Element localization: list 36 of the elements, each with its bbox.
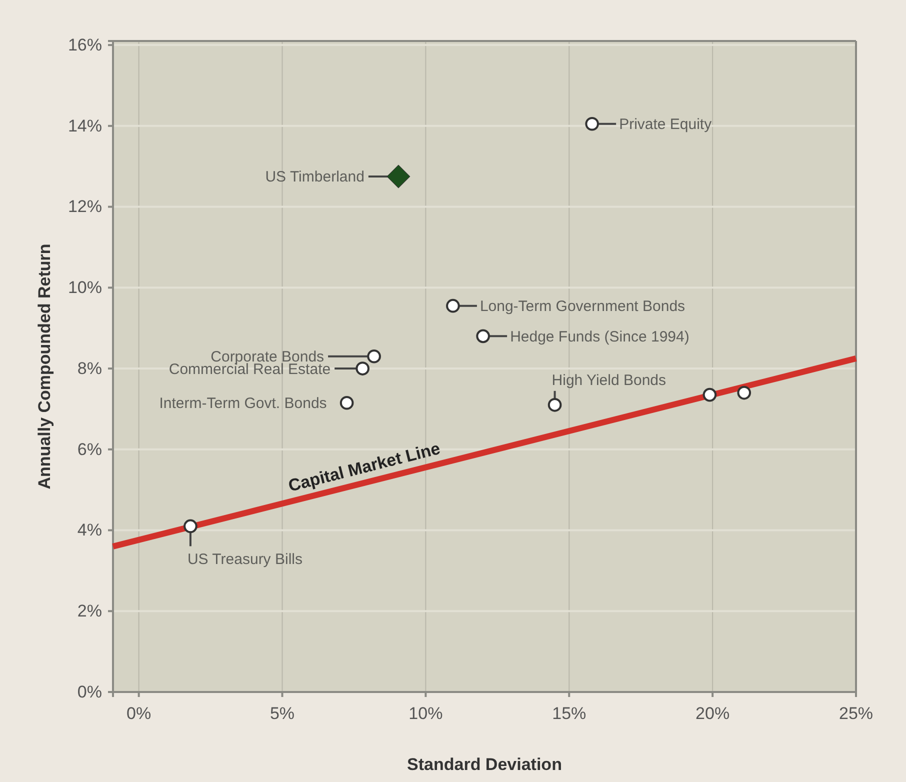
- text: Capital Market Line: [286, 438, 442, 496]
- point: [476, 329, 490, 344]
- point: [356, 362, 370, 376]
- y-tick-label: 6%: [77, 440, 102, 459]
- point: [446, 298, 460, 313]
- annotation: US Timberland: [265, 168, 364, 186]
- y-tick-label: 8%: [77, 358, 102, 378]
- x-tick-label: 20%: [696, 704, 730, 724]
- annotation: High Yield Bonds: [552, 372, 666, 389]
- point: [367, 349, 381, 364]
- point: [585, 116, 599, 131]
- y-tick-label: 10%: [68, 278, 102, 298]
- point: [386, 164, 410, 188]
- annotation: US Treasury Bills: [187, 551, 302, 568]
- annotation: Hedge Funds (Since 1994): [510, 328, 690, 346]
- y-axis-title: Annually Compounded Return: [35, 244, 54, 490]
- annotation: Private Equity: [619, 116, 712, 134]
- annotation: Long-Term Government Bonds: [480, 298, 686, 316]
- x-tick-label: 0%: [126, 704, 152, 724]
- point: [340, 396, 354, 410]
- x-tick-label: 10%: [408, 704, 443, 724]
- y-tick-label: 14%: [68, 116, 102, 136]
- x-tick-label: 5%: [270, 704, 295, 724]
- point: [702, 388, 717, 402]
- y-tick-label: 4%: [77, 520, 102, 540]
- x-axis-title: Standard Deviation: [407, 755, 562, 774]
- y-tick-label: 12%: [68, 197, 102, 216]
- x-tick-label: 25%: [838, 704, 874, 724]
- y-tick-label: 16%: [68, 35, 102, 54]
- point: [548, 398, 562, 412]
- x-tick-label: 15%: [552, 704, 586, 724]
- point: [184, 519, 198, 534]
- y-tick-label: 2%: [77, 602, 102, 621]
- y-tick-label: 0%: [77, 682, 102, 702]
- annotation: Interm-Term Govt. Bonds: [159, 395, 327, 412]
- point: [737, 386, 752, 400]
